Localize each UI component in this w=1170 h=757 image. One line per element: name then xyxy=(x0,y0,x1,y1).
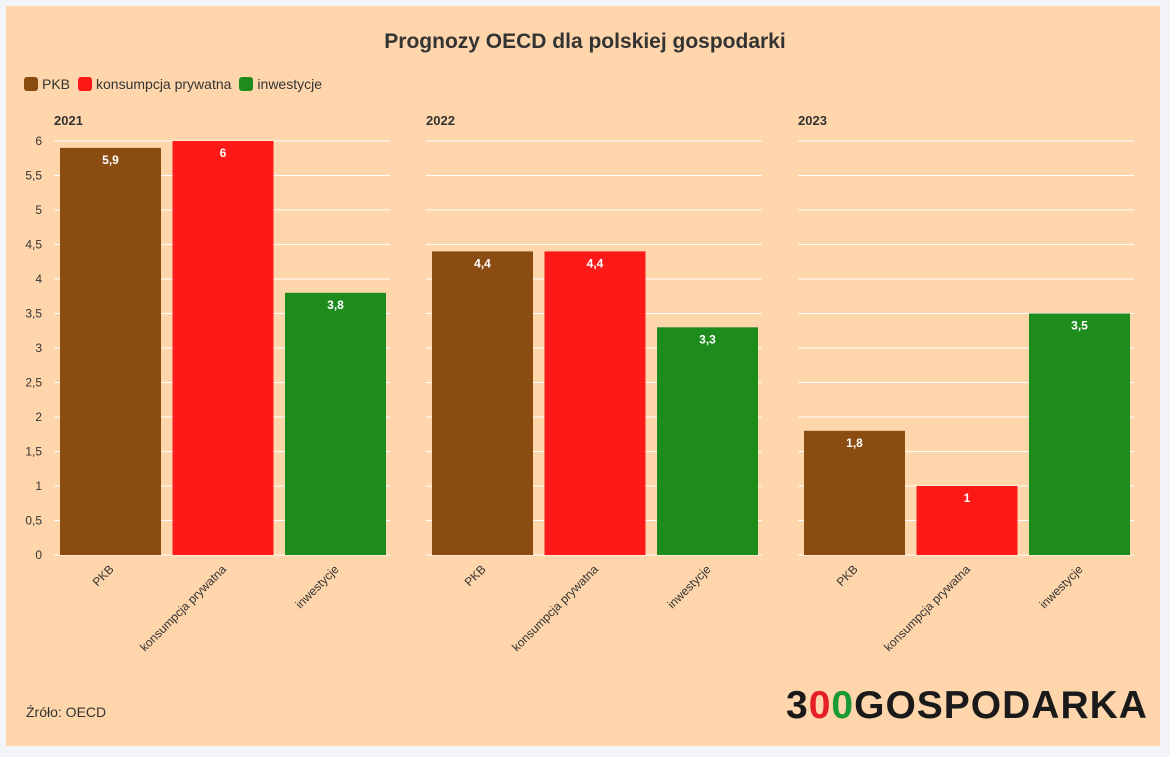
y-tick-label: 2,5 xyxy=(25,376,42,390)
legend-swatch-pkb xyxy=(24,77,38,91)
facet-title-2021: 2021 xyxy=(54,113,83,128)
legend-label-pkb: PKB xyxy=(42,76,71,92)
y-tick-label: 3,5 xyxy=(25,307,42,321)
y-tick-label: 6 xyxy=(35,134,42,148)
y-tick-label: 5,5 xyxy=(25,169,42,183)
y-tick-label: 0,5 xyxy=(25,514,42,528)
logo-word: GOSPODARKA xyxy=(854,684,1148,727)
bar-2022-2 xyxy=(657,327,758,555)
y-tick-label: 2 xyxy=(35,410,42,424)
legend-label-konsumpcja: konsumpcja prywatna xyxy=(96,76,232,92)
y-tick-label: 4 xyxy=(35,272,42,286)
x-tick-label: konsumpcja prywatna xyxy=(509,562,601,654)
data-label: 3,3 xyxy=(699,332,716,346)
data-label: 1,8 xyxy=(846,436,863,450)
legend-item-inwestycje[interactable]: inwestycje xyxy=(239,76,322,92)
legend-label-inwestycje: inwestycje xyxy=(257,76,323,92)
x-tick-label: konsumpcja prywatna xyxy=(137,562,229,654)
data-label: 4,4 xyxy=(587,256,604,270)
bar-2022-0 xyxy=(432,251,533,555)
data-label: 3,8 xyxy=(327,298,344,312)
logo-red-zero: 0 xyxy=(808,684,832,727)
y-tick-label: 5 xyxy=(35,203,42,217)
bar-2023-1 xyxy=(916,486,1018,555)
bar-2022-1 xyxy=(544,251,646,555)
legend: PKB konsumpcja prywatna inwestycje xyxy=(24,74,330,94)
data-label: 6 xyxy=(220,146,227,160)
data-label: 4,4 xyxy=(474,256,491,270)
bar-2023-0 xyxy=(804,430,905,555)
legend-swatch-konsumpcja xyxy=(78,77,93,91)
legend-swatch-inwestycje xyxy=(239,77,254,91)
x-tick-label: PKB xyxy=(834,562,861,589)
brand-logo: 300GOSPODARKA xyxy=(786,684,1148,728)
y-tick-label: 0 xyxy=(35,548,42,562)
logo-green-zero: 0 xyxy=(831,684,855,727)
facet-title-2023: 2023 xyxy=(798,113,827,128)
y-tick-label: 4,5 xyxy=(25,238,42,252)
legend-item-pkb[interactable]: PKB xyxy=(24,76,70,92)
bar-2023-2 xyxy=(1029,313,1130,555)
bar-2021-0 xyxy=(60,147,161,555)
x-tick-label: konsumpcja prywatna xyxy=(881,562,973,654)
legend-item-konsumpcja[interactable]: konsumpcja prywatna xyxy=(78,76,231,92)
x-tick-label: inwestycje xyxy=(1037,562,1086,611)
data-label: 3,5 xyxy=(1071,319,1088,333)
x-tick-label: inwestycje xyxy=(293,562,342,611)
source-note: Źróło: OECD xyxy=(26,704,107,720)
x-tick-label: inwestycje xyxy=(665,562,714,611)
logo-digit: 3 xyxy=(786,684,809,727)
facet-title-2022: 2022 xyxy=(426,113,455,128)
y-tick-label: 1 xyxy=(35,479,42,493)
chart-title: Prognozy OECD dla polskiej gospodarki xyxy=(384,30,786,53)
x-tick-label: PKB xyxy=(90,562,117,589)
x-tick-label: PKB xyxy=(462,562,489,589)
y-tick-label: 3 xyxy=(35,341,42,355)
data-label: 5,9 xyxy=(102,153,119,167)
y-tick-label: 1,5 xyxy=(25,445,42,459)
data-label: 1 xyxy=(964,491,971,505)
bar-2021-1 xyxy=(172,141,274,555)
bar-2021-2 xyxy=(285,292,386,555)
